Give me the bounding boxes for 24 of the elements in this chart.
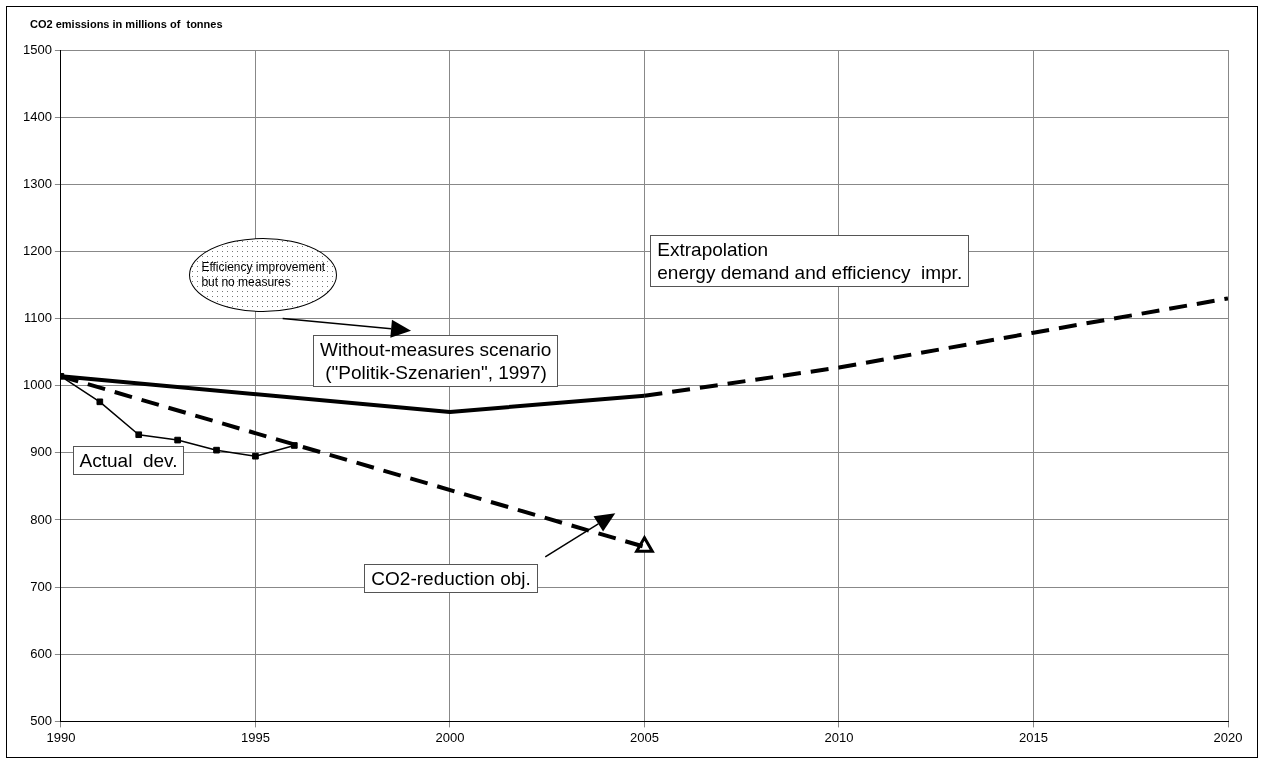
y-tick-label: 1300 — [23, 175, 52, 191]
y-tick-label: 600 — [30, 645, 52, 661]
annotation: CO2-reduction obj. — [364, 563, 538, 593]
x-tick-label: 2015 — [1019, 729, 1048, 745]
y-tick-label: 800 — [30, 511, 52, 527]
y-tick-label: 700 — [30, 578, 52, 594]
y-axis-title: CO2 emissions in millions of tonnes — [30, 18, 223, 30]
x-tick-label: 2005 — [630, 729, 659, 745]
y-tick-label: 1500 — [23, 41, 52, 57]
annotation: Without-measures scenario ("Politik-Szenarien", 1997) — [313, 335, 559, 388]
x-tick-label: 1990 — [46, 729, 76, 745]
y-tick-label: 1000 — [23, 377, 52, 393]
y-tick-label: 1400 — [23, 108, 52, 124]
x-tick-label: 1995 — [240, 729, 270, 745]
x-tick-label: 2000 — [435, 729, 465, 745]
y-tick-label: 1200 — [23, 243, 52, 258]
y-tick-label: 1100 — [23, 310, 52, 326]
y-tick-label: 900 — [30, 444, 52, 460]
annotation: Actual dev. — [72, 446, 185, 476]
annotation: Extrapolation energy demand and efficiency impr. — [650, 234, 970, 287]
y-tick-label: 500 — [30, 712, 52, 728]
speckled-ellipse: Efficiency improvement but no measures — [189, 238, 338, 312]
x-tick-label: 2020 — [1213, 729, 1243, 745]
x-tick-label: 2010 — [824, 729, 854, 745]
